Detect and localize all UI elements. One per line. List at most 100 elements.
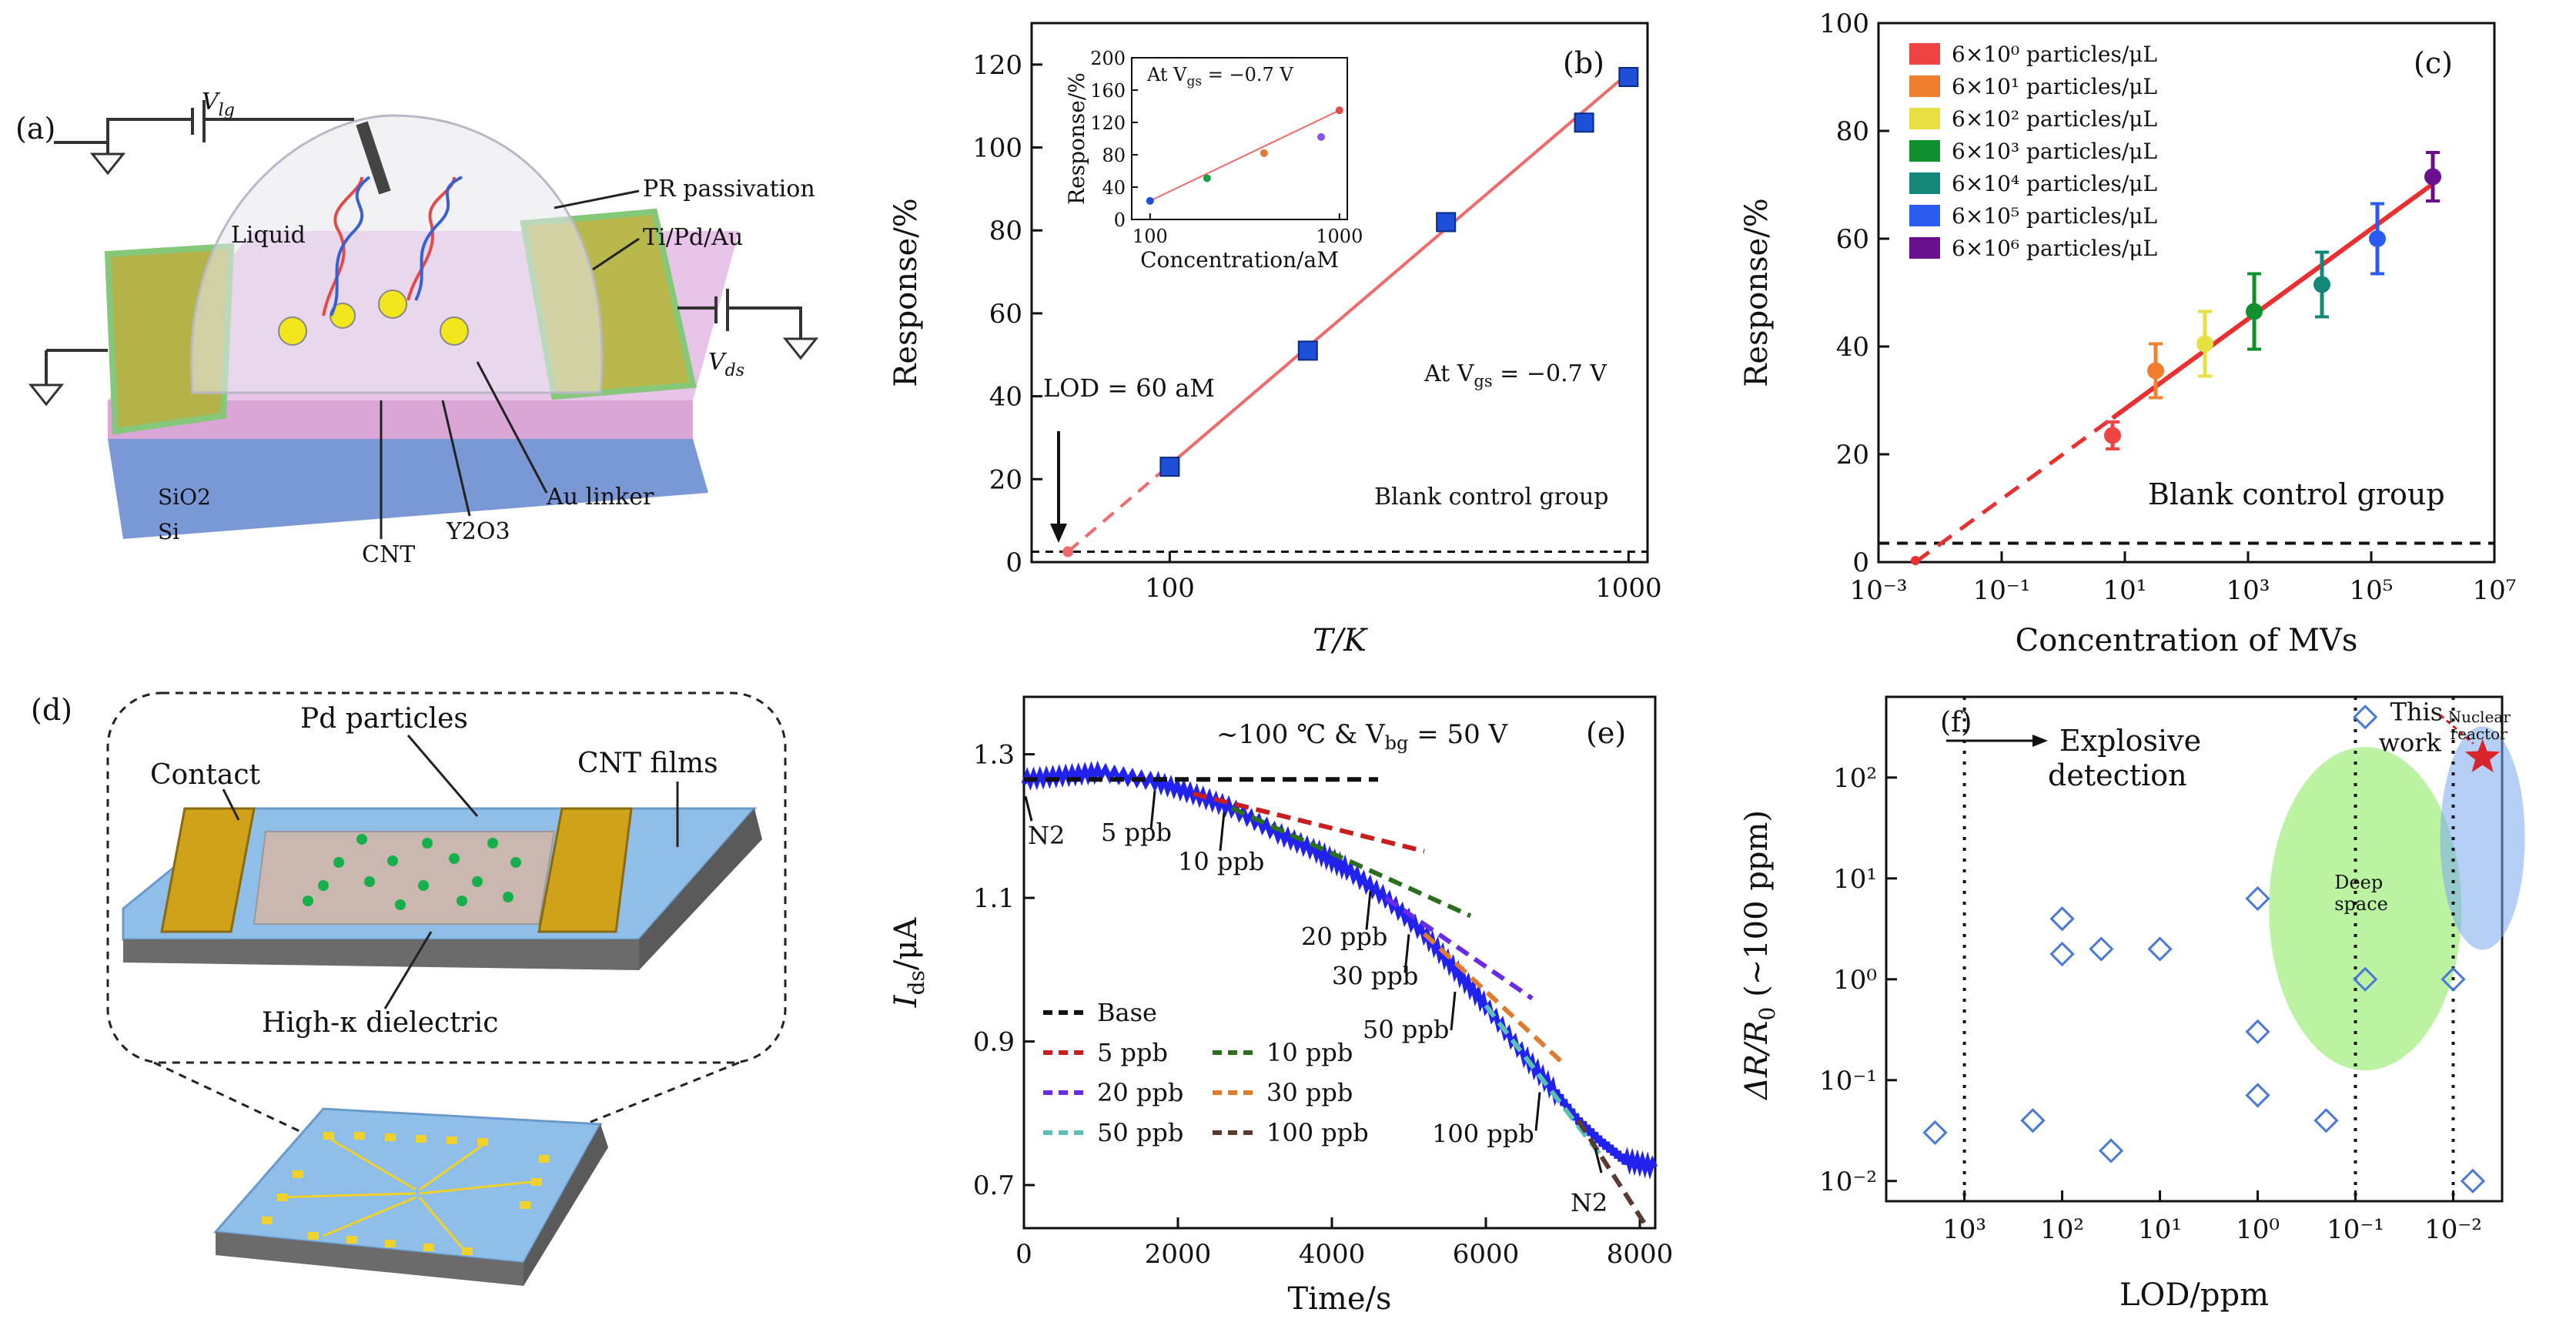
chart-e-annotation-arrow: [1450, 991, 1457, 1031]
pad-array: [262, 1132, 550, 1255]
chart-f-point: [2353, 705, 2378, 730]
chart-c-xtick-label: 10⁻¹: [1973, 575, 2031, 606]
chart-c-legend-swatch: [1909, 140, 1940, 162]
chart-b-xtick-label: 100: [1145, 573, 1195, 604]
chart-e-legend-label: 100 ppb: [1266, 1118, 1369, 1147]
chart-c-legend-swatch: [1909, 108, 1940, 129]
d-callouts: [222, 735, 679, 1009]
chart-f-frame: [1885, 695, 2504, 1203]
chart-f-xtick-label: 10²: [2040, 1214, 2084, 1245]
chart-e-annotation-arrow: [1219, 812, 1226, 852]
chip-side: [123, 939, 639, 970]
explosive-label-1: Explosive: [2059, 724, 2201, 758]
chart-e-series-line: [1193, 791, 1425, 854]
sio2-label: SiO2: [158, 484, 211, 510]
chart-b-inset-title: At Vgs = −0.7 V: [1146, 64, 1293, 89]
chart-b-inset-ytick-label: 40: [1102, 177, 1126, 199]
vlg-label: Vlg: [202, 89, 235, 120]
explosive-label-2: detection: [2048, 758, 2187, 792]
chart-f-point: [1922, 1120, 1948, 1146]
chart-e-panel-label: (e): [1586, 716, 1626, 750]
chart-b-lod-arrowhead: [1050, 524, 1067, 543]
si-label: Si: [158, 519, 179, 544]
chart-b-inset-ytick-label: 120: [1090, 112, 1126, 134]
chart-f-ytick-label: 10¹: [1833, 864, 1877, 895]
chart-b-inset-xlabel: Concentration/aM: [1140, 247, 1339, 273]
chart-f-xtick-label: 10⁻²: [2424, 1214, 2482, 1245]
metal-label: Ti/Pd/Au: [643, 224, 743, 251]
cnt-films-label: CNT films: [577, 748, 718, 779]
chart-c-ytick-label: 20: [1836, 440, 1869, 470]
chart-e-annotation: 100 ppb: [1432, 1120, 1534, 1149]
chart-f-point: [2049, 941, 2075, 967]
chart-e: (e) ~100 ℃ & Vbg = 50 V Time/s Ids/μA 0.…: [888, 695, 1674, 1317]
chart-f-point: [2353, 966, 2378, 992]
chart-b-ytick-label: 120: [972, 50, 1022, 81]
chart-c-point: [2196, 335, 2213, 353]
chart-f-ytick-label: 10⁻¹: [1819, 1066, 1877, 1096]
chart-c-legend-swatch: [1909, 43, 1940, 65]
chart-c-point: [2246, 303, 2263, 320]
chart-b-inset-point: [1260, 149, 1268, 157]
chart-b-inset-point: [1335, 106, 1343, 115]
chart-e-xtick-label: 4000: [1299, 1239, 1366, 1270]
pd-particles: [303, 834, 521, 910]
chart-e-xtick-label: 6000: [1453, 1239, 1520, 1270]
pd-label: Pd particles: [300, 703, 468, 735]
cnt-film: [253, 831, 556, 925]
chart-b-blank-label: Blank control group: [1374, 484, 1608, 511]
this-work-star: [2464, 738, 2501, 772]
chart-c-legend-label: 6×10⁵ particles/μL: [1952, 203, 2157, 229]
zoom-frame: [106, 691, 787, 1064]
chart-f-xtick-label: 10¹: [2138, 1214, 2182, 1245]
chart-f-ytick-label: 10⁰: [1833, 965, 1877, 996]
chart-c-ytick-label: 80: [1836, 116, 1869, 147]
chart-e-annotation-arrow: [1365, 891, 1372, 930]
chart-f-point: [2441, 966, 2466, 992]
panel-d: (d) Pd particles Contact CNT films High-…: [31, 691, 787, 1286]
panel-d-label: (d): [31, 693, 72, 727]
chart-b-point: [1574, 112, 1594, 133]
chart-e-annotation: N2: [1028, 821, 1065, 850]
nuclear-label-1: Nuclear: [2448, 708, 2511, 726]
chart-e-ytick-label: 1.1: [973, 883, 1015, 914]
chart-c-legend-label: 6×10⁶ particles/μL: [1952, 236, 2157, 261]
chart-c-xtick-label: 10⁷: [2473, 575, 2517, 606]
chart-f: (f) LOD/ppm ΔR/R0 (~100 ppm) Explosive d…: [1739, 695, 2525, 1313]
nuclear-reactor-region: [2440, 726, 2525, 950]
ground-icon: [89, 152, 126, 176]
chart-c-panel-label: (c): [2414, 46, 2453, 80]
chart-b-ytick-label: 60: [989, 299, 1022, 330]
chart-c-xtick-label: 10⁵: [2350, 575, 2394, 606]
chart-c: (c) Concentration of MVs Response/% Blan…: [1739, 8, 2516, 658]
chart-e-xtick-label: 8000: [1607, 1239, 1674, 1270]
right-contact: [537, 807, 633, 933]
contact-label: Contact: [150, 759, 260, 791]
this-work-label-1: This: [2390, 698, 2444, 727]
chip-array-side: [216, 1232, 524, 1286]
chart-b-ytick-label: 20: [989, 464, 1022, 495]
chart-e-frame: [1022, 695, 1657, 1230]
chart-e-annotation: 5 ppb: [1101, 818, 1172, 847]
chart-c-xlabel: Concentration of MVs: [2016, 623, 2358, 658]
left-contact: [160, 807, 256, 933]
chart-c-ytick-label: 40: [1836, 332, 1869, 363]
chart-e-annotation: 50 ppb: [1363, 1015, 1449, 1044]
chart-c-legend-label: 6×10⁰ particles/μL: [1952, 42, 2157, 67]
chart-c-ylabel: Response/%: [1739, 198, 1775, 387]
chart-c-lod-point: [1911, 556, 1920, 565]
chart-e-legend-label: 50 ppb: [1097, 1118, 1183, 1147]
chart-c-fit-line: [2111, 177, 2441, 420]
chart-c-legend-label: 6×10¹ particles/μL: [1952, 74, 2157, 99]
cnt-label: CNT: [362, 541, 415, 568]
chart-c-ytick-label: 0: [1852, 547, 1869, 578]
liquid-label: Liquid: [231, 222, 306, 249]
pr-label: PR passivation: [643, 176, 815, 203]
chart-f-xtick-label: 10⁰: [2236, 1214, 2280, 1245]
dna-strands: [322, 176, 463, 316]
chart-e-annotation: 30 ppb: [1332, 961, 1418, 990]
chart-b-ytick-label: 0: [1005, 547, 1022, 578]
chart-e-xtick-label: 2000: [1145, 1239, 1212, 1270]
au-spheres: [278, 290, 469, 346]
chart-b-xtick-label: 1000: [1595, 573, 1662, 604]
